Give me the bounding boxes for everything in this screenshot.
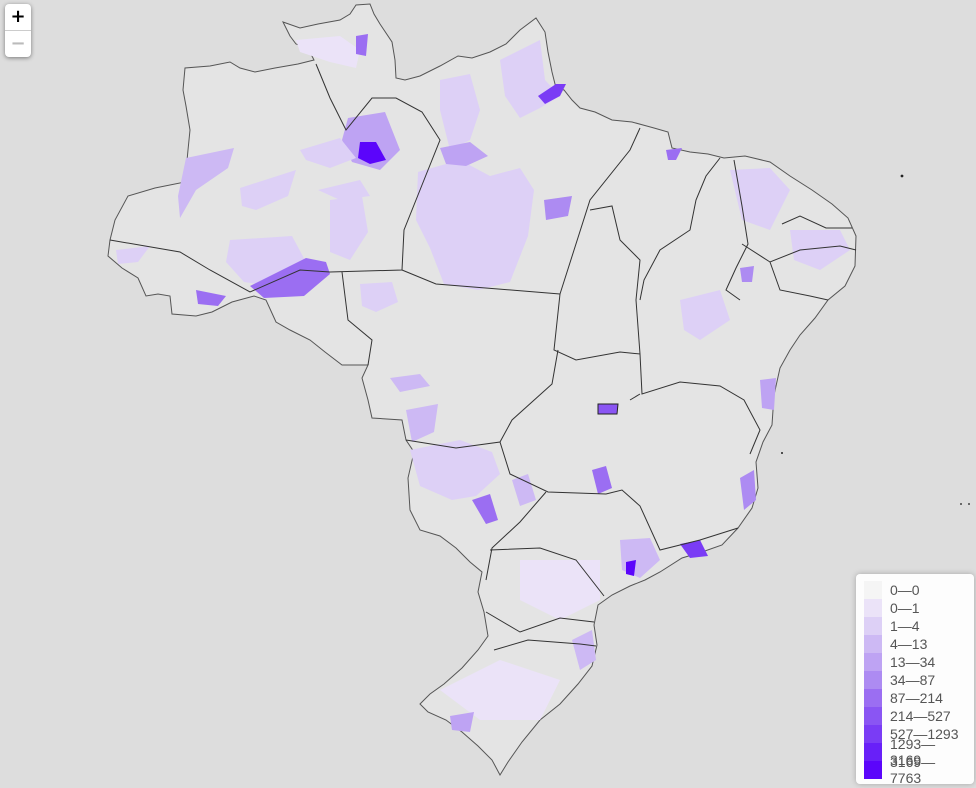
legend-label: 3169—7763 <box>890 754 936 786</box>
legend-item: 34—87 <box>864 671 966 689</box>
legend-label: 34—87 <box>890 672 936 688</box>
legend-swatch <box>864 581 882 599</box>
zoom-out-button[interactable]: − <box>10 33 26 54</box>
legend-item: 4—13 <box>864 635 966 653</box>
legend-swatch <box>864 653 882 671</box>
legend-swatch <box>864 743 882 761</box>
legend-swatch <box>864 707 882 725</box>
island-marker <box>960 503 962 505</box>
legend-swatch <box>864 671 882 689</box>
legend-item: 1293—3169 <box>864 736 966 768</box>
zoom-control: + − <box>5 4 31 57</box>
legend-swatch <box>864 689 882 707</box>
legend-item: 1—4 <box>864 617 966 635</box>
legend-label: 527—1293 <box>890 726 959 742</box>
island-marker <box>900 174 904 178</box>
country-brazil[interactable] <box>107 3 857 777</box>
state-borders <box>109 63 857 651</box>
choropleth-regions <box>116 34 850 732</box>
legend-item: 13—34 <box>864 653 966 671</box>
legend-swatch <box>864 725 882 743</box>
legend-item: 0—0 <box>864 581 966 599</box>
legend-swatch <box>864 761 882 779</box>
legend-label: 214—527 <box>890 708 951 724</box>
map-legend: 0—0 0—1 1—4 4—13 13—34 34—87 87—214 214—527 527—… <box>856 574 974 786</box>
island-marker <box>781 452 783 454</box>
legend-item: 0—1 <box>864 599 966 617</box>
legend-swatch <box>864 617 882 635</box>
legend-item: 87—214 <box>864 689 966 707</box>
legend-label: 4—13 <box>890 636 928 652</box>
legend-swatch <box>864 635 882 653</box>
legend-swatch <box>864 599 882 617</box>
legend-label: 87—214 <box>890 690 943 706</box>
island-marker <box>968 503 970 505</box>
legend-label: 0—0 <box>890 582 920 598</box>
legend-label: 13—34 <box>890 654 936 670</box>
legend-item: 527—1293 <box>864 725 966 743</box>
legend-label: 0—1 <box>890 600 920 616</box>
legend-label: 1—4 <box>890 618 920 634</box>
legend-item: 3169—7763 <box>864 754 966 786</box>
zoom-in-button[interactable]: + <box>5 4 31 31</box>
legend-item: 214—527 <box>864 707 966 725</box>
legend-label: 1293—3169 <box>890 736 936 768</box>
